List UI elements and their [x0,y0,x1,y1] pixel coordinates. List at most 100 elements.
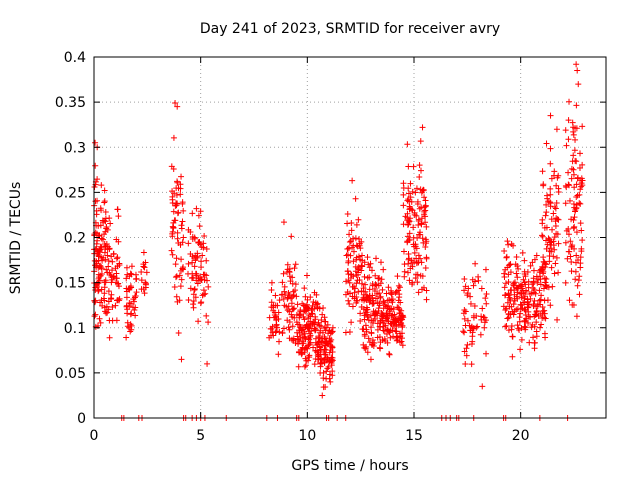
data-point [482,266,489,273]
data-point [364,254,371,261]
data-point [192,294,199,301]
data-point [461,315,468,322]
data-point [568,165,575,172]
data-point [481,324,488,331]
data-point [178,256,185,263]
data-point [566,197,573,204]
data-point [555,216,562,223]
data-point [300,313,307,320]
data-point [320,369,327,376]
data-point [546,258,553,265]
data-point [501,270,508,277]
data-point [203,272,210,279]
data-point [569,119,576,126]
data-point [169,188,176,195]
data-point [316,322,323,329]
data-point [570,201,577,208]
data-point [545,235,552,242]
data-point [576,291,583,298]
data-point [104,309,111,316]
data-point [462,308,469,315]
data-point [99,302,106,309]
data-point [510,280,517,287]
data-point [539,168,546,175]
data-point [404,221,411,228]
data-point [543,201,550,208]
data-point [105,298,112,305]
data-point [305,305,312,312]
data-point [386,351,393,358]
data-point [185,226,192,233]
data-point [398,321,405,328]
data-point [173,293,180,300]
data-point [530,289,537,296]
data-point [328,328,335,335]
data-point [268,304,275,311]
data-point [460,328,467,335]
data-point [555,188,562,195]
data-point [280,325,287,332]
data-point [573,313,580,320]
data-point [550,172,557,179]
data-point [276,297,283,304]
data-point [284,317,291,324]
x-tick-labels: 0 5 10 15 20 [90,428,530,444]
data-point [364,314,371,321]
data-point [303,272,310,279]
data-point [531,297,538,304]
data-point [467,300,474,307]
data-point [417,255,424,262]
data-point [344,251,351,258]
data-point [404,233,411,240]
data-point [95,271,102,278]
data-point [415,252,422,259]
data-point [416,205,423,212]
data-point [109,267,116,274]
data-point [411,249,418,256]
data-point [109,304,116,311]
data-point [175,240,182,247]
data-point [127,311,134,318]
data-point [357,256,364,263]
data-point [318,317,325,324]
data-point [306,336,313,343]
data-point [126,300,133,307]
data-point [506,303,513,310]
data-point [323,324,330,331]
data-point [92,139,99,146]
data-point [550,253,557,260]
data-point [378,276,385,283]
data-point [405,250,412,257]
grid [94,57,606,418]
data-point [357,318,364,325]
data-point [363,343,370,350]
data-point [521,293,528,300]
data-point [415,216,422,223]
data-point [520,276,527,283]
data-point [180,264,187,271]
data-point [469,329,476,336]
data-point [106,215,113,222]
data-point [512,261,519,268]
data-point [174,235,181,242]
data-point [394,273,401,280]
data-point [567,253,574,260]
data-point [573,194,580,201]
data-point [475,273,482,280]
data-point [411,209,418,216]
data-point [548,264,555,271]
data-point [292,261,299,268]
data-point [383,303,390,310]
data-point [269,323,276,330]
data-point [94,176,101,183]
data-point [301,345,308,352]
data-point [399,322,406,329]
data-point [568,258,575,265]
data-point [98,264,105,271]
data-point [418,220,425,227]
data-point [104,269,111,276]
data-point [274,302,281,309]
data-point [504,315,511,322]
data-point [547,302,554,309]
data-point [384,297,391,304]
